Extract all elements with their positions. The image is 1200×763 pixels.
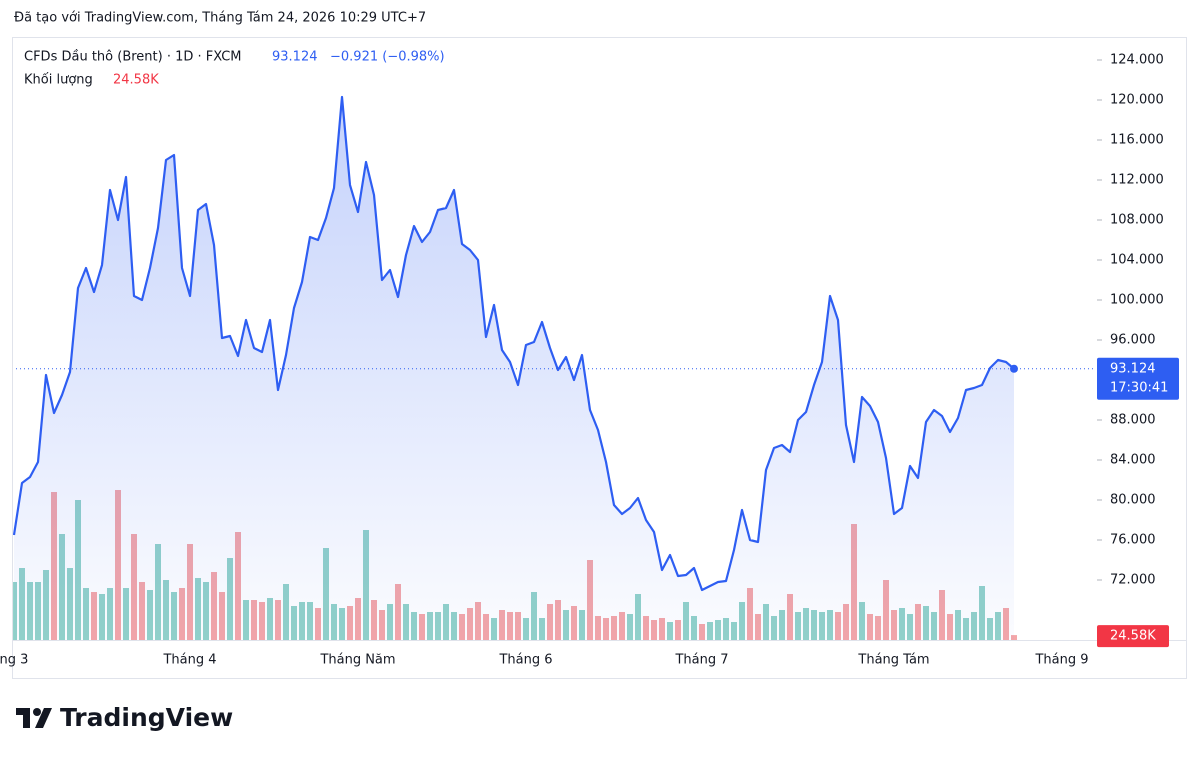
x-tick-label: ng 3 (0, 653, 28, 668)
countdown: 17:30:41 (1110, 380, 1168, 395)
y-tick-label: 76.000 (1110, 533, 1156, 548)
x-tick-label: Tháng 4 (162, 653, 216, 668)
x-tick-label: Tháng 9 (1034, 653, 1088, 668)
y-tick-label: 96.000 (1110, 333, 1156, 348)
logo-mark (35, 708, 52, 728)
price-change: −0.921 (−0.98%) (330, 50, 445, 65)
volume-value: 24.58K (113, 73, 159, 88)
last-price: 93.124 (272, 50, 318, 65)
y-tick-label: 88.000 (1110, 413, 1156, 428)
price-tag-label: 93.124 (1110, 361, 1156, 376)
volume-tag-label: 24.58K (1110, 629, 1156, 644)
y-tick-label: 80.000 (1110, 493, 1156, 508)
x-tick-label: Tháng Tám (857, 653, 929, 668)
y-tick-label: 120.000 (1110, 93, 1164, 108)
y-tick-label: 104.000 (1110, 253, 1164, 268)
x-tick-label: Tháng 6 (498, 653, 552, 668)
volume-label: Khối lượng (24, 73, 93, 88)
y-tick-label: 112.000 (1110, 173, 1164, 188)
brand: TradingView (60, 703, 233, 732)
last-point (1010, 364, 1018, 373)
logo-mark (16, 708, 30, 728)
y-tick-label: 124.000 (1110, 53, 1164, 68)
symbol: CFDs Dầu thô (Brent) · 1D · FXCM (24, 50, 242, 65)
y-tick-label: 72.000 (1110, 573, 1156, 588)
chart-frame (12, 37, 1187, 679)
credit: Đã tạo với TradingView.com, Tháng Tám 24… (14, 11, 426, 26)
y-tick-label: 108.000 (1110, 213, 1164, 228)
axes: 72.00076.00080.00084.00088.00092.00096.0… (0, 53, 1179, 668)
price-area (14, 97, 1014, 640)
price-tag (1097, 357, 1179, 400)
y-tick-label: 100.000 (1110, 293, 1164, 308)
y-tick-label: 116.000 (1110, 133, 1164, 148)
y-tick-label: 84.000 (1110, 453, 1156, 468)
brand-logo: TradingView (16, 703, 233, 732)
legend: CFDs Dầu thô (Brent) · 1D · FXCM 93.124 … (24, 50, 445, 88)
logo-mark (33, 708, 41, 716)
price-line (13, 95, 1015, 592)
x-tick-label: Tháng Năm (319, 653, 395, 668)
volume-tag (1097, 625, 1169, 648)
x-tick-label: Tháng 7 (674, 653, 728, 668)
plot-area (13, 95, 1096, 640)
